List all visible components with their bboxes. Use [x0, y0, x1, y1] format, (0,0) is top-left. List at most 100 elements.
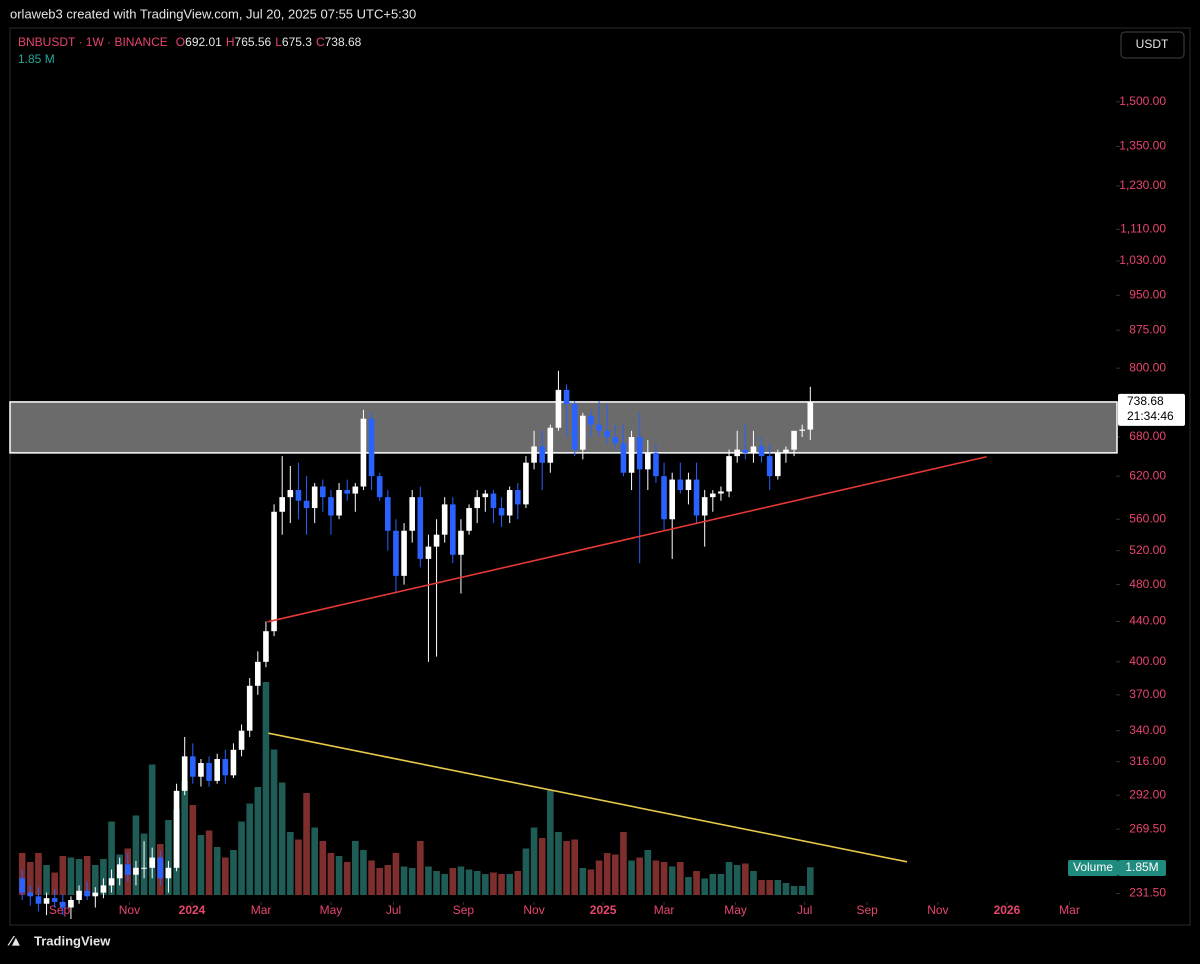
candle-body — [279, 497, 285, 512]
volume-bar — [100, 859, 107, 895]
volume-bar — [311, 827, 318, 895]
volume-bar — [579, 868, 587, 895]
ohlc-letter: C — [316, 35, 325, 49]
candle-body — [563, 389, 570, 405]
candle-body — [417, 497, 424, 559]
volume-bar — [319, 841, 327, 895]
candle-body — [482, 493, 489, 498]
candle-body — [604, 430, 610, 438]
x-tick-label: May — [320, 903, 343, 917]
candle-body — [685, 479, 692, 491]
candle-body — [287, 490, 294, 498]
volume-bar — [287, 832, 294, 895]
candle-body — [555, 389, 562, 428]
candle-body — [523, 462, 529, 505]
x-tick-label: Nov — [119, 903, 140, 917]
volume-bar — [132, 815, 140, 895]
volume-bar — [620, 832, 627, 895]
currency-button[interactable] — [1120, 31, 1185, 59]
brand: TradingView — [34, 933, 111, 948]
candle-body — [60, 901, 66, 908]
volume-bar — [457, 866, 465, 895]
countdown: 21:34:46 — [1127, 409, 1174, 423]
x-tick-label: 2024 — [179, 903, 206, 917]
x-tick-label: May — [724, 903, 747, 917]
y-tick-label: 440.00 — [1129, 614, 1166, 628]
candle-body — [661, 476, 667, 520]
y-tick-label: 800.00 — [1129, 360, 1166, 374]
volume-bar — [514, 871, 522, 895]
resistance-zone — [9, 401, 1118, 454]
x-tick-label: Sep — [453, 903, 475, 917]
candle-body — [758, 446, 765, 457]
candle-body — [68, 900, 74, 908]
volume-bar — [27, 862, 34, 895]
candle-body — [344, 490, 350, 494]
candle-body — [791, 430, 797, 450]
volume-bar — [644, 850, 652, 895]
volume-bar — [668, 866, 676, 895]
candle-body — [750, 446, 757, 453]
volume-bar — [571, 839, 578, 895]
volume-bar — [230, 850, 237, 895]
volume-bar — [498, 874, 505, 895]
volume-bar — [538, 838, 546, 895]
volume-bar — [798, 886, 806, 895]
volume-bar — [270, 749, 278, 895]
volume-bar — [238, 821, 245, 895]
candle-body — [701, 497, 708, 516]
trendline — [268, 732, 908, 863]
candle-body — [588, 415, 594, 425]
volume-value-box — [1118, 860, 1166, 876]
volume-bar — [254, 787, 262, 895]
y-tick-label: 1,110.00 — [1120, 222, 1166, 236]
candle-body — [531, 446, 537, 463]
volume-bar — [83, 856, 91, 895]
volume-bar — [295, 839, 302, 895]
currency-label[interactable]: USDT — [1136, 37, 1169, 51]
y-tick-label: 400.00 — [1129, 654, 1166, 668]
volume-bar — [35, 853, 42, 895]
candle-body — [328, 497, 334, 516]
volume-bar — [628, 860, 635, 895]
candle-body — [352, 486, 359, 494]
x-tick-label: 2026 — [994, 903, 1021, 917]
candle-body — [766, 456, 773, 477]
x-tick-label: 2025 — [590, 903, 617, 917]
y-tick-label: 480.00 — [1129, 577, 1166, 591]
volume-bar — [417, 841, 424, 895]
candle-body — [125, 864, 131, 875]
volume-bar — [742, 863, 749, 895]
volume-bar — [303, 793, 310, 895]
candle-body — [385, 497, 391, 531]
y-tick-label: 370.00 — [1129, 687, 1166, 701]
volume-legend: 1.85 M — [18, 52, 55, 66]
candle-body — [580, 415, 586, 450]
volume-bar — [677, 862, 684, 895]
candle-body — [653, 452, 659, 477]
y-tick-label: 340.00 — [1129, 723, 1166, 737]
trendline — [267, 455, 987, 623]
candle-body — [165, 867, 172, 879]
volume-bar — [701, 878, 708, 895]
candle-body — [173, 790, 180, 868]
volume-bar — [555, 832, 562, 895]
y-tick-label: 1,230.00 — [1119, 178, 1166, 192]
candle-body — [547, 427, 554, 463]
volume-bar — [343, 862, 351, 895]
x-tick-label: Mar — [251, 903, 272, 917]
candle-body — [474, 497, 480, 509]
volume-bar — [449, 868, 457, 895]
candle-body — [51, 898, 58, 902]
candle-body — [433, 534, 440, 547]
volume-bar — [433, 871, 440, 895]
volume-bar — [807, 867, 814, 895]
volume-bar — [181, 781, 188, 895]
candle-body — [255, 661, 261, 686]
y-tick-label: 620.00 — [1129, 468, 1166, 482]
brand-logo: ⁄▴ — [7, 933, 20, 949]
candle-body — [409, 497, 415, 531]
volume-bar — [75, 859, 83, 895]
